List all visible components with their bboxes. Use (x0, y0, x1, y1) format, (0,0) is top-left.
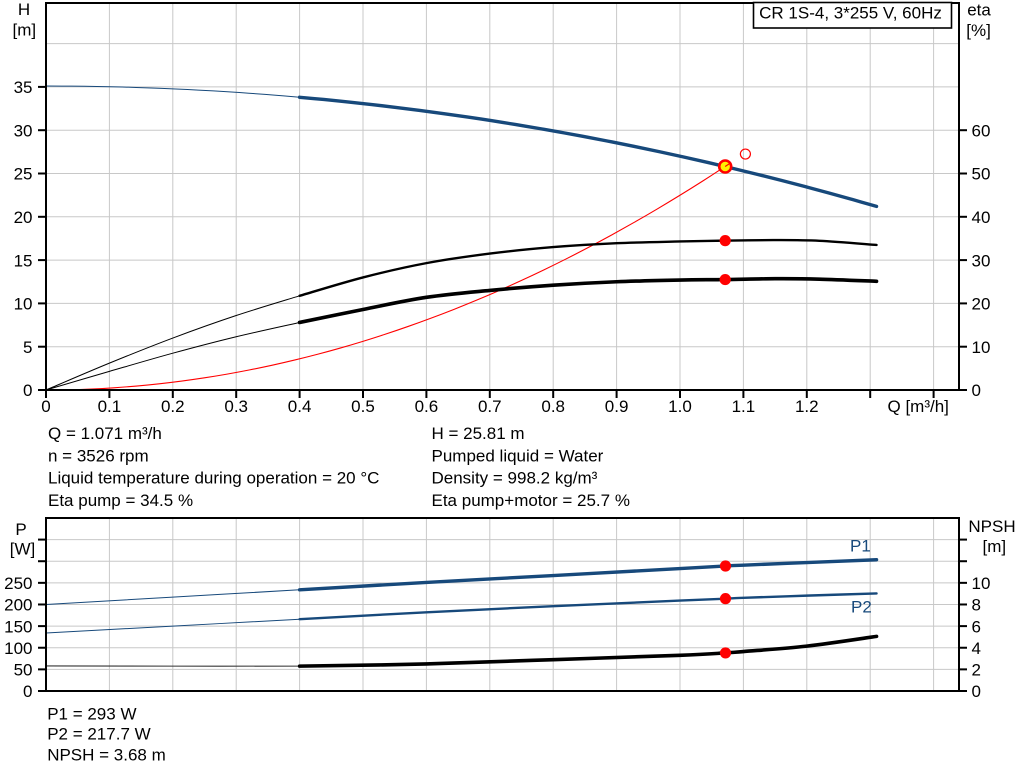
svg-text:25: 25 (14, 165, 33, 184)
svg-text:H = 25.81 m: H = 25.81 m (432, 424, 525, 443)
svg-text:[W]: [W] (10, 540, 36, 559)
svg-text:H: H (18, 0, 30, 19)
svg-text:Density = 998.2 kg/m³: Density = 998.2 kg/m³ (432, 469, 598, 488)
svg-text:1.0: 1.0 (668, 397, 692, 416)
svg-text:8: 8 (972, 596, 981, 615)
svg-text:60: 60 (972, 121, 991, 140)
svg-text:4: 4 (972, 639, 981, 658)
svg-text:30: 30 (14, 121, 33, 140)
svg-text:0.7: 0.7 (478, 397, 502, 416)
svg-text:NPSH: NPSH (968, 517, 1015, 536)
svg-text:0: 0 (41, 397, 50, 416)
svg-text:50: 50 (972, 165, 991, 184)
svg-text:Eta pump = 34.5 %: Eta pump = 34.5 % (48, 491, 193, 510)
svg-text:250: 250 (4, 574, 32, 593)
svg-text:Pumped liquid = Water: Pumped liquid = Water (432, 446, 604, 465)
svg-text:Q [m³/h]: Q [m³/h] (888, 397, 949, 416)
svg-text:20: 20 (972, 295, 991, 314)
svg-text:35: 35 (14, 78, 33, 97)
svg-text:100: 100 (4, 639, 32, 658)
svg-text:10: 10 (14, 295, 33, 314)
svg-text:40: 40 (972, 208, 991, 227)
svg-text:Eta pump+motor = 25.7 %: Eta pump+motor = 25.7 % (432, 491, 630, 510)
svg-text:[%]: [%] (966, 21, 991, 40)
svg-text:0.9: 0.9 (605, 397, 629, 416)
svg-text:0.6: 0.6 (415, 397, 439, 416)
svg-text:0.8: 0.8 (541, 397, 565, 416)
svg-text:1.1: 1.1 (732, 397, 756, 416)
svg-text:0.1: 0.1 (98, 397, 122, 416)
svg-text:10: 10 (972, 574, 991, 593)
svg-text:0.2: 0.2 (161, 397, 185, 416)
svg-text:30: 30 (972, 251, 991, 270)
svg-text:0: 0 (23, 381, 32, 400)
svg-text:50: 50 (14, 661, 33, 680)
svg-text:0.4: 0.4 (288, 397, 312, 416)
svg-text:Liquid temperature during oper: Liquid temperature during operation = 20… (48, 469, 379, 488)
svg-text:0: 0 (23, 682, 32, 701)
svg-text:P2: P2 (851, 598, 872, 617)
svg-text:5: 5 (23, 338, 32, 357)
svg-text:20: 20 (14, 208, 33, 227)
svg-text:eta: eta (967, 0, 991, 19)
svg-text:15: 15 (14, 251, 33, 270)
svg-text:150: 150 (4, 617, 32, 636)
svg-text:0.3: 0.3 (224, 397, 248, 416)
svg-text:0.5: 0.5 (351, 397, 375, 416)
svg-text:2: 2 (972, 661, 981, 680)
svg-text:0: 0 (972, 682, 981, 701)
svg-text:P1 = 293 W: P1 = 293 W (47, 704, 136, 723)
svg-text:P: P (15, 520, 26, 539)
svg-text:1.2: 1.2 (795, 397, 819, 416)
svg-text:0: 0 (972, 381, 981, 400)
svg-text:Q = 1.071 m³/h: Q = 1.071 m³/h (48, 424, 162, 443)
svg-text:[m]: [m] (983, 537, 1007, 556)
svg-text:200: 200 (4, 596, 32, 615)
svg-text:P1: P1 (850, 537, 871, 556)
svg-text:6: 6 (972, 617, 981, 636)
svg-text:NPSH = 3.68 m: NPSH = 3.68 m (47, 746, 166, 765)
svg-text:P2 = 217.7 W: P2 = 217.7 W (47, 725, 150, 744)
svg-text:[m]: [m] (12, 21, 36, 40)
svg-text:10: 10 (972, 338, 991, 357)
svg-text:n = 3526 rpm: n = 3526 rpm (48, 446, 149, 465)
svg-text:CR 1S-4, 3*255 V, 60Hz: CR 1S-4, 3*255 V, 60Hz (759, 4, 942, 23)
